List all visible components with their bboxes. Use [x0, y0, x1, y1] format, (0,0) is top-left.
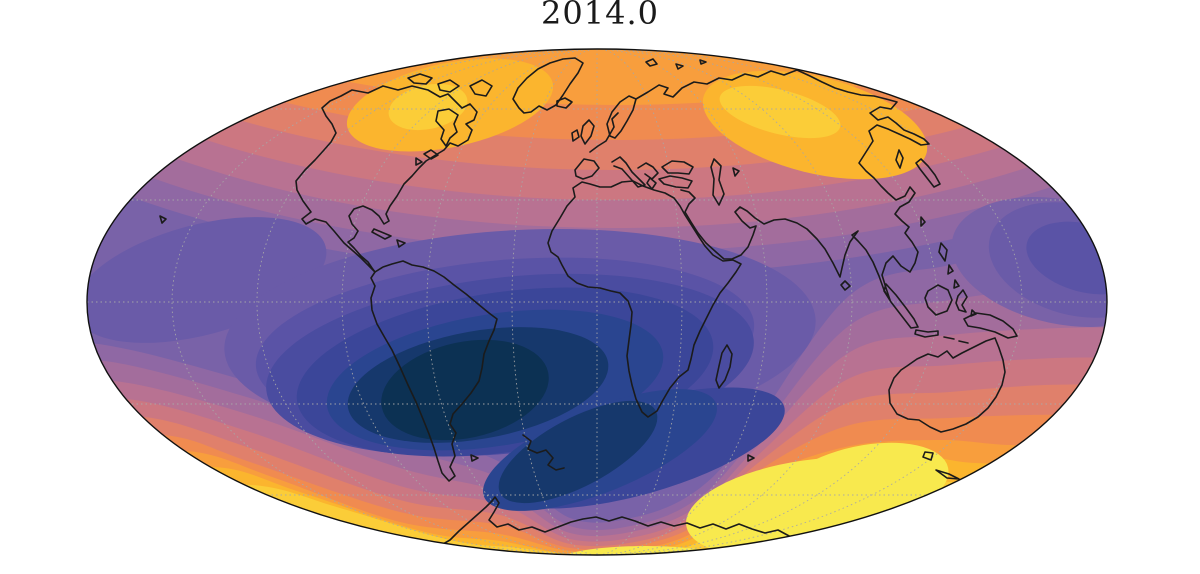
coastline-africa — [547, 180, 742, 418]
coastline-aral-sea — [732, 167, 740, 177]
coastline-south-georgia — [522, 434, 565, 471]
coastline-falklands — [470, 454, 479, 462]
coastline-asia — [635, 69, 930, 301]
coastline-greece — [646, 177, 657, 190]
coastline-hudson-bay — [435, 108, 459, 147]
coastline-iberia — [574, 158, 600, 180]
coastline-anatolia — [658, 175, 693, 189]
coastline-great-lakes — [415, 149, 439, 166]
map-outline — [86, 48, 1108, 556]
coastline-svalbard — [645, 58, 707, 70]
coastline-kerguelen — [747, 454, 755, 462]
graticule — [87, 49, 1107, 555]
coastline-britain — [580, 119, 595, 145]
coastline-australia — [888, 337, 1006, 433]
coastline-tasmania — [922, 451, 934, 461]
coastline-iceland — [556, 97, 573, 109]
coastline-south-america — [370, 260, 498, 482]
coastline-ireland — [571, 129, 580, 142]
coastline-sumatra — [883, 283, 919, 329]
coastline-caspian-sea — [710, 158, 725, 206]
coastline-sri-lanka — [840, 280, 851, 291]
coastline-greenland — [512, 57, 584, 114]
coastline-hawaii — [159, 215, 167, 224]
coastline-sakhalin — [895, 149, 904, 169]
coastline-madagascar — [715, 344, 733, 389]
coastline-taiwan — [920, 216, 926, 227]
coastline-borneo — [924, 284, 953, 316]
coastline-java — [914, 329, 939, 338]
coastline-philippines — [938, 242, 960, 289]
coastline-sulawesi — [955, 289, 968, 313]
coastline-new-guinea — [963, 312, 1018, 339]
coastline-black-sea — [661, 160, 694, 175]
figure-title: 2014.0 — [541, 0, 659, 32]
coastline-north-america — [295, 85, 478, 273]
coastline-arctic-islands — [407, 73, 493, 97]
coastline-lesser-sunda — [943, 336, 969, 344]
coastline-japan — [915, 158, 941, 188]
coastline-caribbean — [371, 228, 406, 248]
coastline-italy — [611, 156, 646, 188]
